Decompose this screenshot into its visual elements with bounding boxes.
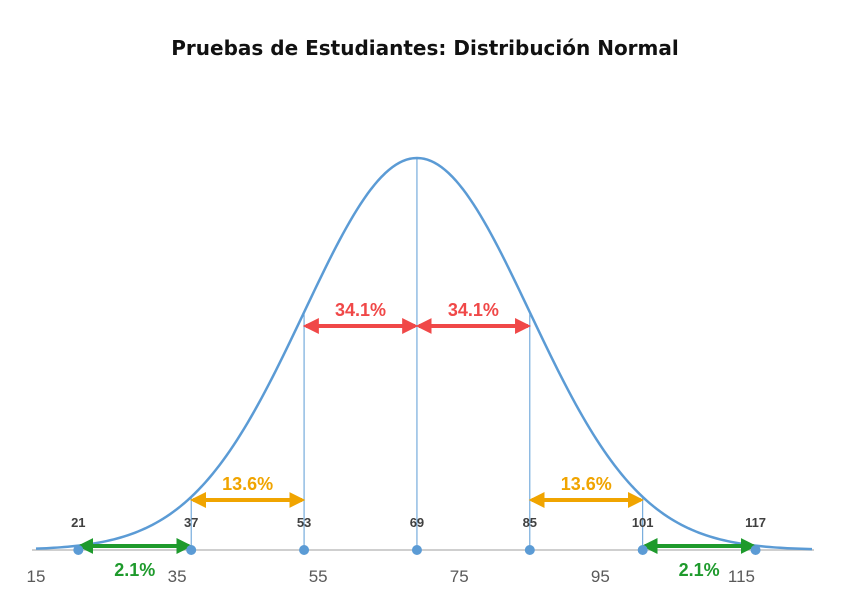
marked-point-69	[411, 545, 422, 555]
range-label-4: 13.6%	[561, 474, 612, 494]
x-tick-label-55: 55	[309, 567, 328, 586]
range-label-0: 2.1%	[114, 560, 155, 580]
point-label-85: 85	[523, 515, 537, 530]
marked-point-37	[186, 545, 197, 555]
chart-title: Pruebas de Estudiantes: Distribución Nor…	[171, 36, 679, 60]
range-label-1: 13.6%	[222, 474, 273, 494]
x-tick-label-95: 95	[591, 567, 610, 586]
marked-point-85	[524, 545, 535, 555]
range-label-3: 34.1%	[448, 300, 499, 320]
point-label-21: 21	[71, 515, 85, 530]
point-label-53: 53	[297, 515, 311, 530]
marked-point-117	[750, 545, 761, 555]
x-tick-label-35: 35	[168, 567, 187, 586]
marked-point-53	[299, 545, 310, 555]
x-tick-label-115: 115	[728, 567, 755, 586]
range-label-5: 2.1%	[679, 560, 720, 580]
point-label-69: 69	[410, 515, 424, 530]
x-tick-label-15: 15	[27, 567, 46, 586]
point-label-117: 117	[745, 515, 766, 530]
marked-point-21	[73, 545, 84, 555]
point-label-37: 37	[184, 515, 198, 530]
marked-point-101	[637, 545, 648, 555]
range-label-2: 34.1%	[335, 300, 386, 320]
x-tick-label-75: 75	[450, 567, 469, 586]
normal-curve-line	[35, 156, 813, 551]
point-label-101: 101	[632, 515, 654, 530]
